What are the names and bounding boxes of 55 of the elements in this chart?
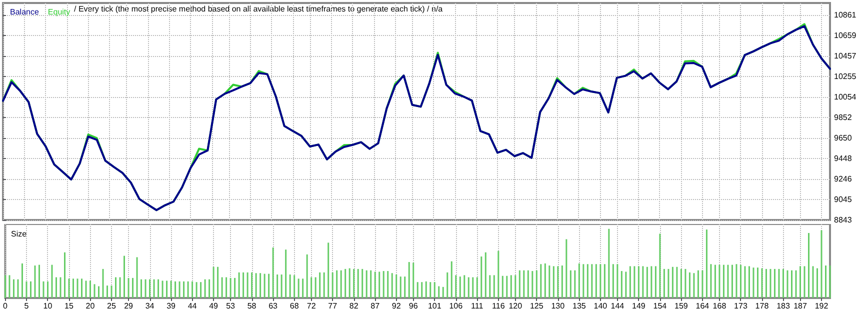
x-tick-label: 39 — [166, 302, 176, 310]
y-tick-label: 10054 — [834, 92, 857, 102]
x-tick-label: 0 — [3, 302, 8, 310]
x-tick-label: 125 — [530, 302, 544, 310]
x-tick-label: 168 — [712, 302, 727, 310]
x-tick-label: 173 — [734, 302, 748, 310]
x-tick-label: 49 — [209, 302, 219, 310]
y-tick-label: 10457 — [834, 52, 857, 61]
x-tick-label: 5 — [24, 302, 30, 310]
y-tick-label: 10255 — [834, 72, 857, 82]
x-tick-label: 120 — [508, 302, 523, 310]
x-tick-label: 164 — [696, 302, 710, 310]
text: Equity — [48, 8, 70, 16]
y-tick-label: 9852 — [834, 113, 852, 122]
x-tick-label: 135 — [572, 302, 586, 310]
x-tick-label: 159 — [674, 302, 688, 310]
y-tick-label: 10861 — [834, 10, 857, 20]
x-tick-label: 44 — [188, 302, 198, 310]
x-tick-label: 68 — [290, 302, 300, 310]
x-tick-label: 10 — [43, 302, 53, 310]
x-tick-label: 111 — [471, 302, 484, 310]
y-tick-label: 9246 — [834, 174, 852, 184]
text: Balance — [10, 8, 40, 16]
y-tick-label: 8843 — [834, 216, 852, 224]
x-tick-label: 130 — [551, 302, 566, 310]
x-tick-label: 144 — [610, 302, 625, 310]
chart-title: Size — [11, 230, 28, 238]
x-tick-label: 183 — [776, 302, 790, 310]
x-tick-label: 96 — [408, 302, 418, 310]
x-tick-label: 63 — [268, 302, 278, 310]
x-tick-label: 106 — [449, 302, 464, 310]
x-tick-label: 187 — [794, 302, 808, 310]
x-tick-label: 77 — [328, 302, 338, 310]
x-tick-label: 34 — [145, 302, 155, 310]
x-tick-label: 29 — [124, 302, 134, 310]
x-tick-label: 25 — [107, 302, 117, 310]
x-tick-label: 58 — [247, 302, 257, 310]
x-tick-label: 87 — [370, 302, 380, 310]
y-tick-label: 9650 — [834, 134, 852, 143]
x-tick-label: 140 — [594, 302, 608, 310]
x-tick-label: 20 — [86, 302, 96, 310]
y-tick-label: 9045 — [834, 194, 852, 204]
x-tick-label: 192 — [814, 302, 829, 310]
y-tick-label: 10659 — [834, 31, 857, 40]
x-tick-label: 92 — [392, 302, 402, 310]
x-tick-label: 82 — [349, 302, 359, 310]
x-tick-label: 101 — [428, 302, 442, 310]
x-tick-label: 72 — [306, 302, 316, 310]
x-tick-label: 116 — [492, 302, 506, 310]
x-tick-label: 178 — [755, 302, 770, 310]
x-tick-label: 149 — [632, 302, 646, 310]
x-tick-label: 53 — [226, 302, 236, 310]
x-tick-label: 154 — [653, 302, 668, 310]
y-tick-label: 9448 — [834, 154, 852, 164]
x-tick-label: 15 — [64, 302, 74, 310]
